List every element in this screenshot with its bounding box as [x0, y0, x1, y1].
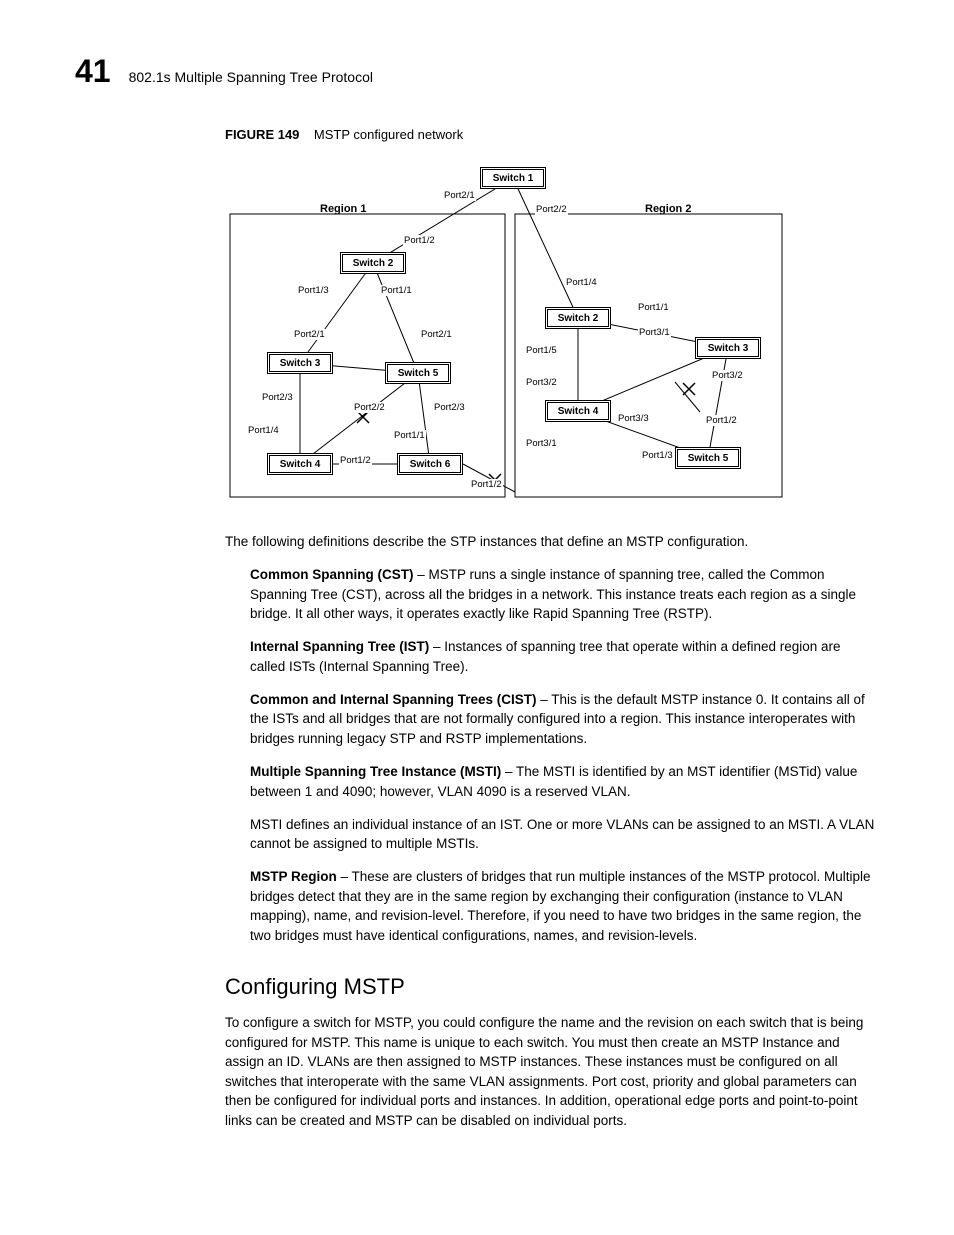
switch-node: Switch 5: [675, 447, 741, 469]
configuring-heading: Configuring MSTP: [225, 974, 879, 1000]
figure-label: FIGURE 149: [225, 127, 299, 142]
port-label: Port2/3: [261, 392, 294, 403]
switch-node: Switch 1: [480, 167, 546, 189]
switch-node: Switch 5: [385, 362, 451, 384]
port-label: Port3/3: [617, 413, 650, 424]
port-label: Port1/3: [641, 450, 674, 461]
definition: Multiple Spanning Tree Instance (MSTI) –…: [250, 762, 879, 801]
region-label: Region 2: [645, 203, 691, 215]
port-label: Port1/1: [393, 430, 426, 441]
switch-node: Switch 3: [267, 352, 333, 374]
intro-text: The following definitions describe the S…: [225, 532, 879, 552]
port-label: Port2/2: [535, 204, 568, 215]
term: Common and Internal Spanning Trees (CIST…: [250, 692, 537, 707]
term: MSTP Region: [250, 869, 337, 884]
port-label: Port1/2: [339, 455, 372, 466]
port-label: Port3/1: [525, 438, 558, 449]
term: Internal Spanning Tree (IST): [250, 639, 429, 654]
definition: Common and Internal Spanning Trees (CIST…: [250, 690, 879, 749]
port-label: Port1/2: [705, 415, 738, 426]
port-label: Port1/4: [565, 277, 598, 288]
port-label: Port1/1: [637, 302, 670, 313]
port-label: Port1/2: [403, 235, 436, 246]
switch-node: Switch 3: [695, 337, 761, 359]
port-label: Port2/1: [443, 190, 476, 201]
page-header: 41 802.1s Multiple Spanning Tree Protoco…: [75, 55, 879, 87]
region-label: Region 1: [320, 203, 366, 215]
definition: Internal Spanning Tree (IST) – Instances…: [250, 637, 879, 676]
page: 41 802.1s Multiple Spanning Tree Protoco…: [0, 0, 954, 1235]
network-diagram: Switch 1 Switch 2 Switch 3 Switch 5 Switch 4…: [225, 157, 785, 512]
port-label: Port1/1: [380, 285, 413, 296]
port-label: Port3/1: [638, 327, 671, 338]
switch-node: Switch 2: [545, 307, 611, 329]
port-label: Port3/2: [711, 370, 744, 381]
section-title: 802.1s Multiple Spanning Tree Protocol: [129, 69, 373, 85]
switch-node: Switch 2: [340, 252, 406, 274]
port-label: Port1/3: [297, 285, 330, 296]
port-label: Port2/3: [433, 402, 466, 413]
port-label: Port1/4: [247, 425, 280, 436]
def-text: – These are clusters of bridges that run…: [250, 869, 871, 943]
mstp-region-def: MSTP Region – These are clusters of brid…: [250, 867, 879, 945]
port-label: Port3/2: [525, 377, 558, 388]
switch-node: Switch 4: [545, 400, 611, 422]
port-label: Port1/5: [525, 345, 558, 356]
port-label: Port2/1: [293, 329, 326, 340]
figure-title: MSTP configured network: [314, 127, 463, 142]
chapter-number: 41: [75, 55, 111, 87]
term: Multiple Spanning Tree Instance (MSTI): [250, 764, 501, 779]
definition: Common Spanning (CST) – MSTP runs a sing…: [250, 565, 879, 624]
port-label: Port2/1: [420, 329, 453, 340]
term: Common Spanning (CST): [250, 567, 413, 582]
configuring-text: To configure a switch for MSTP, you coul…: [225, 1013, 879, 1130]
switch-node: Switch 4: [267, 453, 333, 475]
switch-node: Switch 6: [397, 453, 463, 475]
port-label: Port1/2: [470, 479, 503, 490]
port-label: Port2/2: [353, 402, 386, 413]
figure-caption: FIGURE 149 MSTP configured network: [225, 127, 879, 142]
msti-extra: MSTI defines an individual instance of a…: [250, 815, 879, 854]
